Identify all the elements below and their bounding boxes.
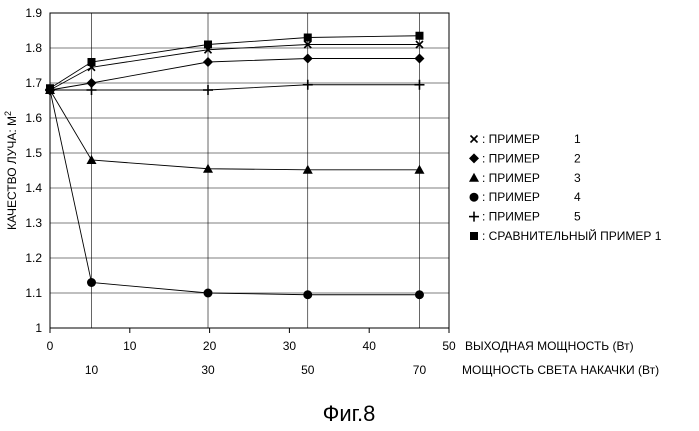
legend-colon: : [482,210,489,224]
data-point-plus [303,80,313,90]
legend-number: 2 [574,151,581,165]
x-axis-label-output-power: ВЫХОДНАЯ МОЩНОСТЬ (Вт) [465,339,634,353]
y-axis-ticks: 1 1.1 1.2 1.3 1.4 1.5 1.6 1.7 1.8 1.9 [25,6,42,335]
legend-label: : ПРИМЕР 5 [482,210,581,224]
y-tick-label: 1.9 [25,6,42,20]
legend-name: ПРИМЕР [489,151,540,165]
legend-number: 5 [574,210,581,224]
legend: : ПРИМЕР1: ПРИМЕР2: ПРИМЕР3: ПРИМЕР4: ПР… [469,132,662,243]
data-point-square [46,84,54,92]
x-axis-label-pump-power: МОЩНОСТЬ СВЕТА НАКАЧКИ (Вт) [462,363,659,377]
x-secondary-tick-label: 30 [201,363,215,377]
legend-colon: : [482,151,489,165]
legend-number: 3 [574,171,581,185]
data-point-square [87,58,95,66]
data-point-square [415,32,423,40]
y-tick-label: 1.8 [25,41,42,55]
x-tick-label: 30 [283,339,297,353]
legend-marker-plus [469,212,479,222]
legend-marker-x [471,136,478,143]
data-point-diamond [203,57,213,67]
data-point-plus [86,85,96,95]
legend-label: : ПРИМЕР 3 [482,171,581,185]
y-tick-label: 1.4 [25,181,42,195]
y-tick-label: 1.7 [25,76,42,90]
legend-name: СРАВНИТЕЛЬНЫЙ ПРИМЕР 1 [489,228,662,243]
series-group [45,32,424,300]
series-line [50,90,419,170]
y-tick-label: 1.3 [25,216,42,230]
legend-colon: : [482,132,489,146]
series-line [50,90,419,295]
series-1 [47,41,423,94]
data-point-plus [414,80,424,90]
x-secondary-tick-label: 50 [301,363,315,377]
series-line [50,59,419,91]
data-point-triangle [86,155,96,164]
y-tick-label: 1.5 [25,146,42,160]
x-tick-label: 10 [123,339,137,353]
series-line [50,85,419,90]
legend-label: : СРАВНИТЕЛЬНЫЙ ПРИМЕР 1 [482,228,662,243]
data-point-plus [203,85,213,95]
data-point-triangle [414,165,424,174]
x-secondary-ticks: 10 30 50 70 [85,363,427,377]
data-point-diamond [414,54,424,64]
legend-name: ПРИМЕР [489,132,540,146]
figure-caption: Фиг.8 [323,401,376,426]
y-tick-label: 1 [35,321,42,335]
x-tick-label: 50 [442,339,456,353]
legend-marker-circle [470,193,479,202]
x-secondary-tick-label: 10 [85,363,99,377]
legend-marker-square [470,232,478,240]
y-tick-label: 1.6 [25,111,42,125]
x-tick-label: 0 [47,339,54,353]
y-tick-label: 1.1 [25,286,42,300]
legend-name: ПРИМЕР [489,190,540,204]
data-point-square [304,34,312,42]
legend-name: ПРИМЕР [489,171,540,185]
legend-item-6: : СРАВНИТЕЛЬНЫЙ ПРИМЕР 1 [470,228,662,243]
y-tick-label: 1.2 [25,251,42,265]
legend-item-5: : ПРИМЕР 5 [469,210,581,224]
legend-colon: : [482,190,489,204]
x-secondary-tick-label: 70 [413,363,427,377]
legend-colon: : [482,171,489,185]
x-tick-label: 40 [363,339,377,353]
legend-marker-diamond [469,153,479,163]
legend-label: : ПРИМЕР 4 [482,190,581,204]
y-axis-label-sup: 2 [3,111,13,116]
legend-label: : ПРИМЕР 1 [482,132,581,146]
legend-item-3: : ПРИМЕР 3 [469,171,581,185]
legend-number: 1 [574,132,581,146]
series-3 [45,85,424,174]
x-axis-ticks: 0 10 20 30 40 50 [47,328,456,353]
legend-item-1: : ПРИМЕР 1 [471,132,582,146]
legend-number: 4 [574,190,581,204]
legend-item-4: : ПРИМЕР 4 [470,190,582,204]
data-point-circle [87,278,96,287]
series-5 [45,80,424,95]
legend-name: ПРИМЕР [489,210,540,224]
y-axis-label-text: КАЧЕСТВО ЛУЧА: M [5,116,19,230]
legend-marker-triangle [469,173,479,182]
data-point-square [204,41,212,49]
legend-item-2: : ПРИМЕР 2 [469,151,581,165]
legend-colon: : [482,229,489,243]
series-4 [46,86,424,300]
data-point-triangle [303,165,313,174]
data-point-circle [204,289,213,298]
data-point-circle [303,290,312,299]
legend-label: : ПРИМЕР 2 [482,151,581,165]
x-tick-label: 20 [203,339,217,353]
y-axis-label: КАЧЕСТВО ЛУЧА: M2 [3,111,19,230]
data-point-circle [415,290,424,299]
data-point-diamond [303,54,313,64]
